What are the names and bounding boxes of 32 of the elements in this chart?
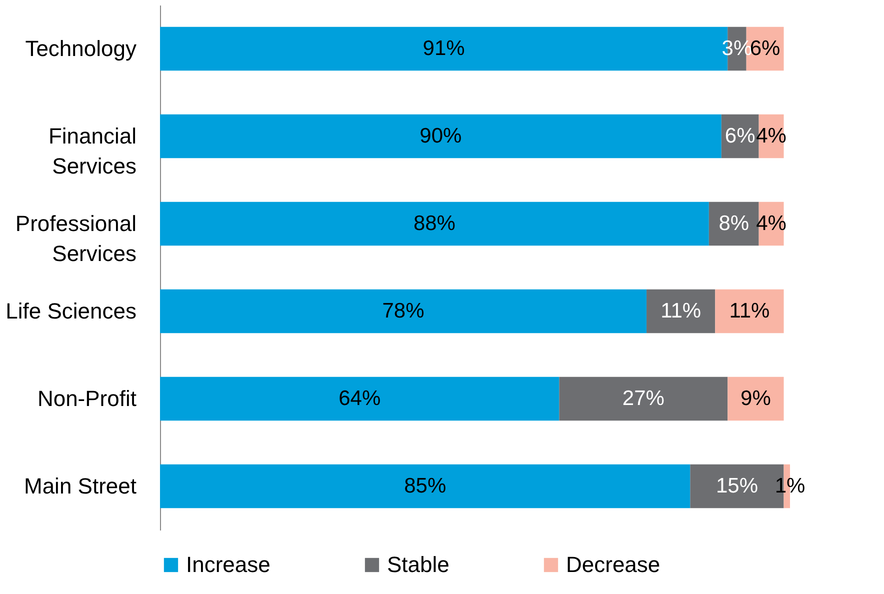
bar xyxy=(160,202,709,246)
data-label: 27% xyxy=(622,386,664,410)
bar xyxy=(728,376,784,421)
y-tick-label: Professional Services xyxy=(15,210,136,266)
y-tick-label: Non-Profit xyxy=(37,386,136,411)
bar xyxy=(160,376,560,421)
bar xyxy=(646,289,716,334)
data-label: 90% xyxy=(420,124,462,148)
bar xyxy=(715,289,784,334)
legend-label: Stable xyxy=(387,552,450,577)
data-label: 6% xyxy=(724,124,756,148)
data-label: 6% xyxy=(750,36,780,60)
data-label: 11% xyxy=(729,299,770,322)
y-tick-label: Financial Services xyxy=(48,123,136,178)
data-label: 8% xyxy=(718,212,750,235)
data-label: 88% xyxy=(413,212,456,235)
data-label: 15% xyxy=(716,474,758,498)
data-label: 64% xyxy=(338,386,381,410)
data-label: 91% xyxy=(422,36,465,60)
legend-label: Decrease xyxy=(566,552,660,577)
data-label: 85% xyxy=(404,474,446,498)
y-tick-label: Main Street xyxy=(24,473,136,498)
bar xyxy=(559,376,728,421)
data-label: 9% xyxy=(740,386,771,410)
bar xyxy=(160,289,647,334)
data-label: 78% xyxy=(382,299,424,322)
data-label: 11% xyxy=(660,299,702,322)
legend-label: Increase xyxy=(186,552,270,577)
bar xyxy=(160,114,722,158)
y-tick-label: Technology xyxy=(25,36,136,61)
y-tick-label: Life Sciences xyxy=(6,298,136,324)
bar xyxy=(160,464,690,508)
